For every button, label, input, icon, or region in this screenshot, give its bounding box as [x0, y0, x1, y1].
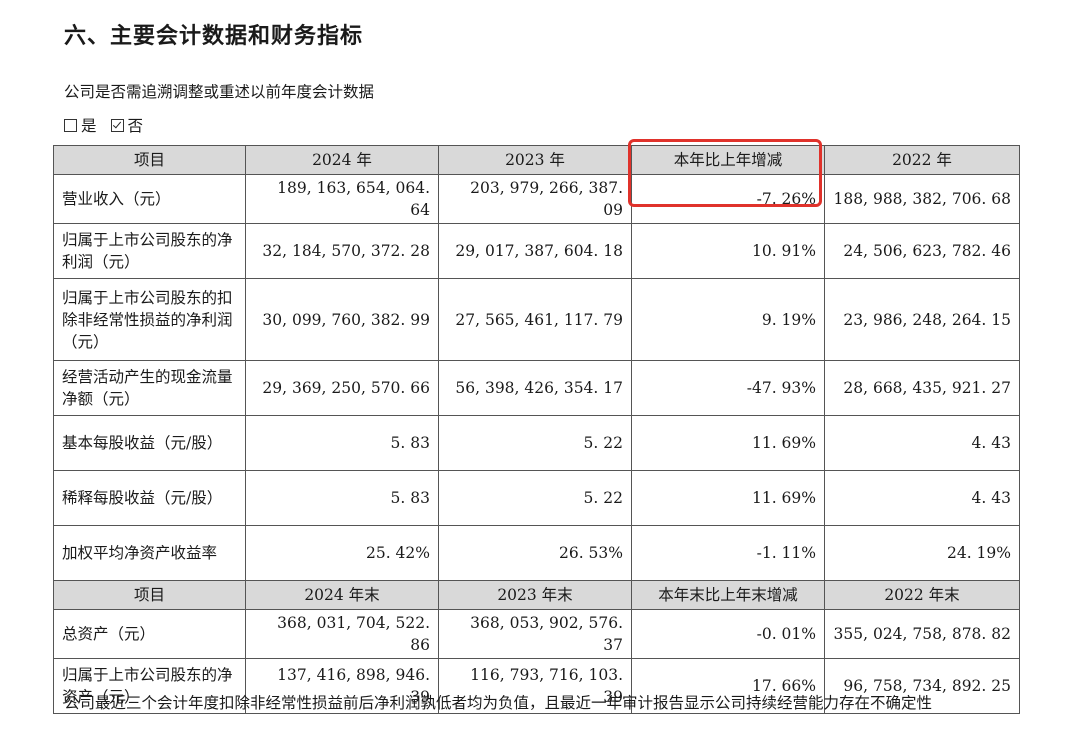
yes-checkbox-icon[interactable] [64, 118, 77, 132]
header-2023: 2023 年 [438, 145, 632, 175]
value-2024: 189, 163, 654, 064. 64 [245, 174, 439, 224]
table-row: 营业收入（元） 189, 163, 654, 064. 64 203, 979,… [53, 174, 1020, 224]
restatement-answers: 是 否 [64, 114, 143, 136]
value-change: 10. 91% [631, 223, 825, 279]
header-item: 项目 [53, 145, 246, 175]
table-row: 加权平均净资产收益率 25. 42% 26. 53% -1. 11% 24. 1… [53, 525, 1020, 581]
value-2024: 5. 83 [245, 415, 439, 471]
section-heading: 六、主要会计数据和财务指标 [64, 24, 364, 49]
value-2024: 137, 416, 898, 946. 39 [245, 658, 439, 714]
table-row: 基本每股收益（元/股） 5. 83 5. 22 11. 69% 4. 43 [53, 415, 1020, 471]
no-label: 否 [127, 117, 144, 135]
row-label: 营业收入（元） [53, 174, 246, 224]
row-label: 加权平均净资产收益率 [53, 525, 246, 581]
row-label: 经营活动产生的现金流量净额（元） [53, 360, 246, 416]
header-2022-end: 2022 年末 [824, 580, 1020, 610]
value-2023: 5. 22 [438, 415, 632, 471]
footnote: 公司最近三个会计年度扣除非经常性损益前后净利润孰低者均为负值，且最近一年审计报告… [64, 694, 933, 712]
value-2022: 96, 758, 734, 892. 25 [824, 658, 1020, 714]
value-2022: 28, 668, 435, 921. 27 [824, 360, 1020, 416]
value-2022: 24, 506, 623, 782. 46 [824, 223, 1020, 279]
value-change: 17. 66% [631, 658, 825, 714]
value-change: 11. 69% [631, 415, 825, 471]
row-label: 总资产（元） [53, 609, 246, 659]
table-row: 总资产（元） 368, 031, 704, 522. 86 368, 053, … [53, 609, 1020, 659]
row-label: 归属于上市公司股东的扣除非经常性损益的净利润（元） [53, 278, 246, 361]
value-2024: 32, 184, 570, 372. 28 [245, 223, 439, 279]
value-change: -0. 01% [631, 609, 825, 659]
row-label: 稀释每股收益（元/股） [53, 470, 246, 526]
table-header-row-yearend: 项目 2024 年末 2023 年末 本年末比上年末增减 2022 年末 [53, 580, 1020, 610]
row-label: 基本每股收益（元/股） [53, 415, 246, 471]
header-2024-end: 2024 年末 [245, 580, 439, 610]
table-row: 归属于上市公司股东的净资产（元） 137, 416, 898, 946. 39 … [53, 658, 1020, 714]
value-change: -1. 11% [631, 525, 825, 581]
value-2023: 203, 979, 266, 387. 09 [438, 174, 632, 224]
value-2023: 116, 793, 716, 103. 39 [438, 658, 632, 714]
financial-indicators-table: 项目 2024 年 2023 年 本年比上年增减 2022 年 营业收入（元） … [53, 145, 1020, 714]
header-2024: 2024 年 [245, 145, 439, 175]
value-2023: 56, 398, 426, 354. 17 [438, 360, 632, 416]
value-2022: 188, 988, 382, 706. 68 [824, 174, 1020, 224]
row-label: 归属于上市公司股东的净利润（元） [53, 223, 246, 279]
no-checkbox-checked-icon[interactable] [110, 118, 124, 132]
value-2024: 30, 099, 760, 382. 99 [245, 278, 439, 361]
highlight-annotation-box [628, 139, 822, 207]
header-2023-end: 2023 年末 [438, 580, 632, 610]
value-change: -47. 93% [631, 360, 825, 416]
value-change: 9. 19% [631, 278, 825, 361]
value-2023: 26. 53% [438, 525, 632, 581]
value-2024: 29, 369, 250, 570. 66 [245, 360, 439, 416]
table-header-row: 项目 2024 年 2023 年 本年比上年增减 2022 年 [53, 145, 1020, 175]
header-change: 本年比上年增减 [631, 145, 825, 175]
value-change: -7. 26% [631, 174, 825, 224]
value-change: 11. 69% [631, 470, 825, 526]
value-2022: 4. 43 [824, 415, 1020, 471]
value-2022: 355, 024, 758, 878. 82 [824, 609, 1020, 659]
header-change-end: 本年末比上年末增减 [631, 580, 825, 610]
value-2023: 5. 22 [438, 470, 632, 526]
table-row: 归属于上市公司股东的净利润（元） 32, 184, 570, 372. 28 2… [53, 223, 1020, 279]
header-item: 项目 [53, 580, 246, 610]
restatement-question: 公司是否需追溯调整或重述以前年度会计数据 [64, 83, 375, 101]
value-2023: 29, 017, 387, 604. 18 [438, 223, 632, 279]
value-2022: 24. 19% [824, 525, 1020, 581]
value-2024: 25. 42% [245, 525, 439, 581]
value-2023: 27, 565, 461, 117. 79 [438, 278, 632, 361]
value-2023: 368, 053, 902, 576. 37 [438, 609, 632, 659]
table-row: 经营活动产生的现金流量净额（元） 29, 369, 250, 570. 66 5… [53, 360, 1020, 416]
value-2022: 4. 43 [824, 470, 1020, 526]
table-row: 稀释每股收益（元/股） 5. 83 5. 22 11. 69% 4. 43 [53, 470, 1020, 526]
value-2024: 368, 031, 704, 522. 86 [245, 609, 439, 659]
table-row: 归属于上市公司股东的扣除非经常性损益的净利润（元） 30, 099, 760, … [53, 278, 1020, 361]
header-2022: 2022 年 [824, 145, 1020, 175]
value-2024: 5. 83 [245, 470, 439, 526]
value-2022: 23, 986, 248, 264. 15 [824, 278, 1020, 361]
row-label: 归属于上市公司股东的净资产（元） [53, 658, 246, 714]
yes-label: 是 [81, 117, 97, 135]
